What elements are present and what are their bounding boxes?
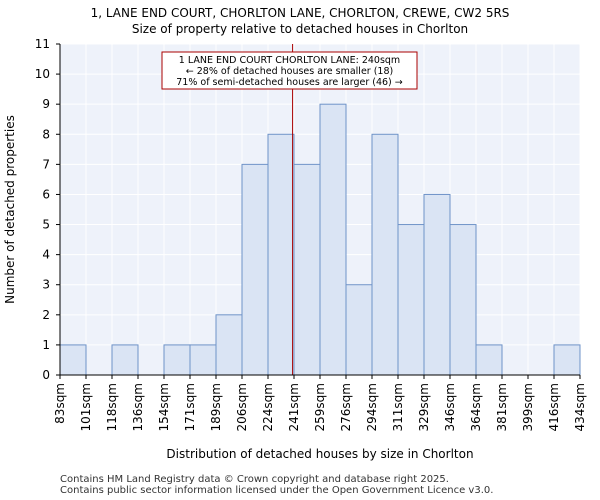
bar bbox=[449, 224, 477, 376]
x-tick-label: 381sqm bbox=[495, 383, 509, 431]
y-tick-label: 8 bbox=[42, 127, 50, 141]
x-tick-label: 346sqm bbox=[443, 383, 457, 431]
x-tick-label: 364sqm bbox=[469, 383, 483, 431]
bar bbox=[59, 344, 87, 376]
x-tick-label: 83sqm bbox=[53, 383, 67, 424]
y-tick-label: 6 bbox=[42, 187, 50, 201]
y-tick-label: 10 bbox=[35, 67, 50, 81]
y-tick-label: 11 bbox=[35, 37, 50, 51]
annotation-line: 71% of semi-detached houses are larger (… bbox=[176, 77, 403, 88]
annotation-line: 1 LANE END COURT CHORLTON LANE: 240sqm bbox=[179, 55, 400, 66]
footer-attribution-2: Contains public sector information licen… bbox=[60, 485, 494, 496]
x-tick-label: 154sqm bbox=[157, 383, 171, 431]
chart-subtitle: Size of property relative to detached ho… bbox=[131, 22, 469, 36]
bar bbox=[423, 193, 451, 376]
y-tick-label: 5 bbox=[42, 218, 50, 232]
bar bbox=[553, 344, 581, 376]
marker-annotation: 1 LANE END COURT CHORLTON LANE: 240sqm← … bbox=[161, 51, 418, 90]
x-tick-label: 118sqm bbox=[105, 383, 119, 431]
bars bbox=[59, 103, 581, 376]
y-axis-label: Number of detached properties bbox=[3, 115, 17, 304]
bar bbox=[215, 314, 243, 376]
x-tick-label: 399sqm bbox=[521, 383, 535, 431]
annotation-box bbox=[161, 51, 418, 90]
y-tick-label: 2 bbox=[42, 308, 50, 322]
x-tick-label: 136sqm bbox=[131, 383, 145, 431]
bar bbox=[241, 163, 269, 376]
x-tick-label: 206sqm bbox=[235, 383, 249, 431]
x-tick-label: 259sqm bbox=[313, 383, 327, 431]
annotation-line: ← 28% of detached houses are smaller (18… bbox=[186, 66, 393, 77]
y-tick-label: 3 bbox=[42, 278, 50, 292]
axes: 0 1 2 3 4 5 6 7 8 9 10 11 83sqm 101sqm 118sqm 136sqm 154… bbox=[35, 37, 587, 431]
x-tick-label: 171sqm bbox=[183, 383, 197, 431]
y-tick-label: 4 bbox=[42, 248, 50, 262]
x-tick-label: 101sqm bbox=[79, 383, 93, 431]
footer-attribution-1: Contains HM Land Registry data © Crown c… bbox=[60, 474, 449, 485]
bar bbox=[111, 344, 139, 376]
bar bbox=[319, 103, 347, 376]
bar bbox=[397, 224, 425, 376]
bar bbox=[345, 284, 373, 376]
x-tick-label: 416sqm bbox=[547, 383, 561, 431]
x-tick-label: 294sqm bbox=[365, 383, 379, 431]
bar bbox=[267, 133, 295, 376]
x-tick-label: 189sqm bbox=[209, 383, 223, 431]
x-tick-label: 276sqm bbox=[339, 383, 353, 431]
x-tick-label: 434sqm bbox=[573, 383, 587, 431]
x-tick-label: 224sqm bbox=[261, 383, 275, 431]
bar bbox=[371, 133, 399, 376]
x-tick-label: 241sqm bbox=[287, 383, 301, 431]
bar bbox=[163, 344, 191, 376]
x-tick-label: 329sqm bbox=[417, 383, 431, 431]
y-tick-label: 1 bbox=[42, 338, 50, 352]
bar bbox=[293, 163, 321, 376]
y-tick-label: 9 bbox=[42, 97, 50, 111]
x-tick-label: 311sqm bbox=[391, 383, 405, 431]
bar bbox=[189, 344, 217, 376]
y-tick-label: 0 bbox=[42, 368, 50, 382]
x-axis-label: Distribution of detached houses by size … bbox=[166, 447, 473, 461]
chart-title: 1, LANE END COURT, CHORLTON LANE, CHORLT… bbox=[90, 6, 510, 20]
y-tick-label: 7 bbox=[42, 157, 50, 171]
bar bbox=[475, 344, 503, 376]
